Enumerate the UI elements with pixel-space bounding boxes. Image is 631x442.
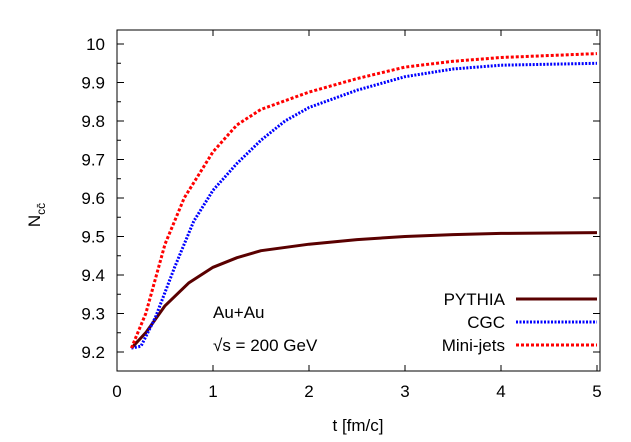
series-line-mini-jets [130,52,598,349]
y-tick-label: 9.7 [81,151,105,170]
y-label-main: N [25,215,44,227]
x-tick-label: 3 [400,382,409,401]
legend-label: PYTHIA [444,290,506,309]
y-tick-label: 9.8 [81,112,105,131]
legend-label: CGC [467,313,505,332]
annotation-energy: √s = 200 GeV [213,336,318,355]
legend-label: Mini-jets [442,336,505,355]
x-tick-label: 5 [592,382,601,401]
y-tick-label: 9.4 [81,266,105,285]
y-tick-label: 9.2 [81,343,105,362]
x-tick-label: 0 [112,382,121,401]
annotation-system: Au+Au [213,303,265,322]
x-tick-label: 1 [208,382,217,401]
y-tick-label: 9.6 [81,189,105,208]
plot-frame [116,29,601,372]
y-tick-label: 9.9 [81,74,105,93]
y-tick-label: 9.5 [81,228,105,247]
legend: PYTHIA CGC Mini-jets [442,290,597,355]
y-tick-label: 10 [86,35,105,54]
x-tick-label: 4 [496,382,505,401]
y-label-sub: cc̄ [34,203,48,215]
y-axis-label: Ncc̄ [25,203,48,227]
series-line-pythia [130,231,598,350]
series-line-cgc [131,61,598,350]
x-tick-label: 2 [304,382,313,401]
svg-text:Ncc̄: Ncc̄ [25,203,48,227]
x-axis-label: t [fm/c] [333,416,384,435]
y-tick-label: 9.3 [81,305,105,324]
